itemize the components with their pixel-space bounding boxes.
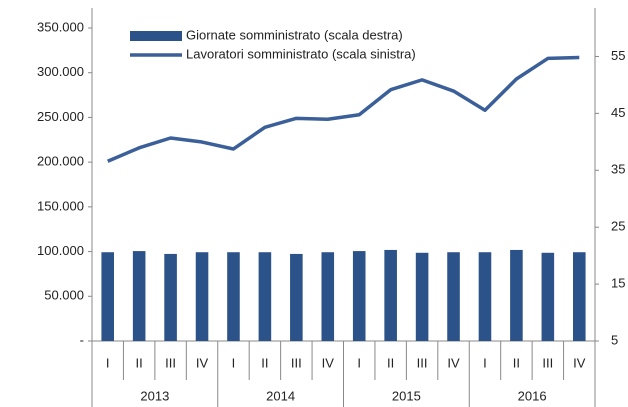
x-tick-label: I [106,355,110,370]
bar [132,251,146,341]
bar [447,252,460,341]
x-tick-label: IV [196,355,209,370]
x-tick-label: IV [322,355,335,370]
bar [415,252,429,341]
x-tick-label: III [542,355,553,370]
bar [195,252,209,341]
bar [541,252,555,341]
y-tick-label: 150.000 [37,198,84,213]
x-tick-label: III [291,355,302,370]
y-tick-label: 200.000 [37,154,84,169]
x-tick-label: IV [573,355,586,370]
y2-tick-label: 5 [611,332,618,347]
bar [510,249,523,341]
y2-tick-label: 35 [611,162,625,177]
y-tick-label: - [80,332,84,347]
bar [290,253,303,341]
bar [321,252,335,341]
x-tick-label: II [136,355,143,370]
y-tick-label: 350.000 [37,19,84,34]
bar [384,249,397,341]
bar [101,252,115,341]
legend-label: Lavoratori somministrato (scala sinistra… [186,46,416,61]
y2-tick-label: 25 [611,219,625,234]
x-tick-label: III [417,355,428,370]
y2-tick-label: 15 [611,276,625,291]
bar [258,252,272,341]
x-tick-label: I [232,355,236,370]
group-label: 2016 [518,388,547,403]
legend-label: Giornate somministrato (scala destra) [186,27,403,42]
y-tick-label: 300.000 [37,64,84,79]
x-tick-label: I [483,355,487,370]
group-label: 2013 [140,388,169,403]
y-tick-label: 50.000 [44,288,84,303]
legend-swatch [130,31,182,41]
y2-tick-label: 55 [611,48,625,63]
line [107,55,580,163]
x-tick-label: IV [447,355,460,370]
bar [164,253,177,341]
x-tick-label: II [387,355,394,370]
y-tick-label: 100.000 [37,243,84,258]
bar [227,252,240,341]
x-tick-label: II [513,355,520,370]
bar [478,252,492,341]
x-tick-label: II [261,355,268,370]
y2-tick-label: 45 [611,105,625,120]
x-tick-label: I [357,355,361,370]
y-tick-label: 250.000 [37,109,84,124]
bar [572,252,586,341]
x-tick-label: III [165,355,176,370]
group-label: 2015 [392,388,421,403]
group-label: 2014 [266,388,295,403]
bar [352,251,366,341]
